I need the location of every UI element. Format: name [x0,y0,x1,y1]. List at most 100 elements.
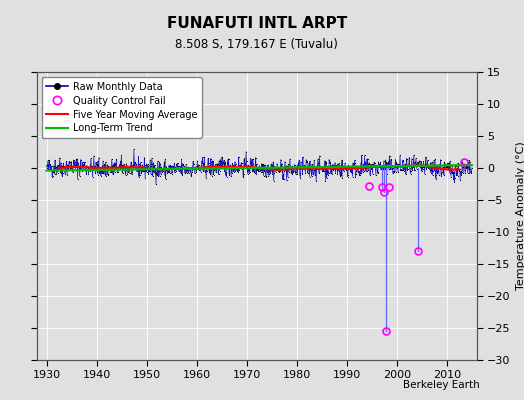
Point [381,163,390,169]
Point [434,168,443,174]
Point [453,167,461,174]
Point [159,168,167,174]
Point [230,164,238,170]
Point [244,167,253,173]
Point [152,167,161,173]
Point [54,166,62,173]
Point [259,172,268,179]
Point [363,156,371,162]
Point [349,163,357,169]
Point [205,162,214,168]
Point [448,162,456,169]
Point [213,162,222,168]
Point [431,168,439,174]
Point [208,172,216,179]
Point [320,166,329,172]
Point [192,164,200,170]
Point [243,168,252,174]
Point [113,166,121,172]
Point [358,162,366,169]
Point [234,154,243,160]
Point [79,159,87,166]
Point [199,154,207,161]
Point [168,169,177,176]
Point [161,156,169,162]
Point [283,163,292,169]
Point [330,167,339,173]
Point [182,166,191,173]
Point [399,167,408,173]
Point [271,164,279,170]
Point [154,173,162,179]
Point [134,167,142,173]
Point [345,166,353,172]
Point [85,166,93,172]
Point [406,168,414,174]
Point [252,154,260,161]
Point [436,166,444,172]
Point [451,174,459,181]
Point [322,160,330,166]
Point [382,159,390,165]
Point [326,161,335,168]
Point [91,163,99,170]
Point [249,161,257,167]
Point [149,159,158,166]
Point [86,162,95,169]
Point [150,162,159,168]
Point [424,162,433,168]
Point [106,164,115,170]
Point [304,170,312,176]
Point [254,168,263,174]
Point [44,166,52,172]
Point [231,159,239,165]
Point [138,161,146,168]
Point [103,171,112,178]
Point [459,170,467,176]
Point [156,160,165,167]
Point [249,168,258,175]
Point [117,152,126,158]
Point [136,172,144,179]
Point [181,166,189,172]
Point [206,155,215,162]
Point [132,166,140,172]
Point [190,165,199,172]
Point [101,164,110,170]
Point [152,181,160,188]
Point [418,162,427,169]
Point [266,169,275,176]
Point [264,173,272,179]
Point [463,164,471,170]
Point [148,155,156,162]
Point [193,158,202,164]
Point [220,160,228,167]
Point [285,164,293,170]
Point [275,168,283,175]
Point [450,178,458,185]
Point [378,165,387,172]
Point [190,166,198,172]
Point [127,159,136,166]
Point [90,153,98,159]
Point [420,171,429,177]
Point [315,152,324,159]
Point [132,161,140,167]
Point [350,160,358,167]
Point [134,153,143,160]
Point [54,165,63,172]
Point [431,156,439,162]
Point [248,163,256,169]
Point [124,163,132,169]
Point [464,160,472,167]
Point [172,168,180,174]
Point [401,163,410,169]
Point [307,167,315,174]
Point [312,165,321,172]
Point [164,169,172,175]
Point [285,168,293,175]
Point [327,167,335,174]
Point [354,168,363,175]
Point [123,164,131,170]
Point [107,156,116,163]
